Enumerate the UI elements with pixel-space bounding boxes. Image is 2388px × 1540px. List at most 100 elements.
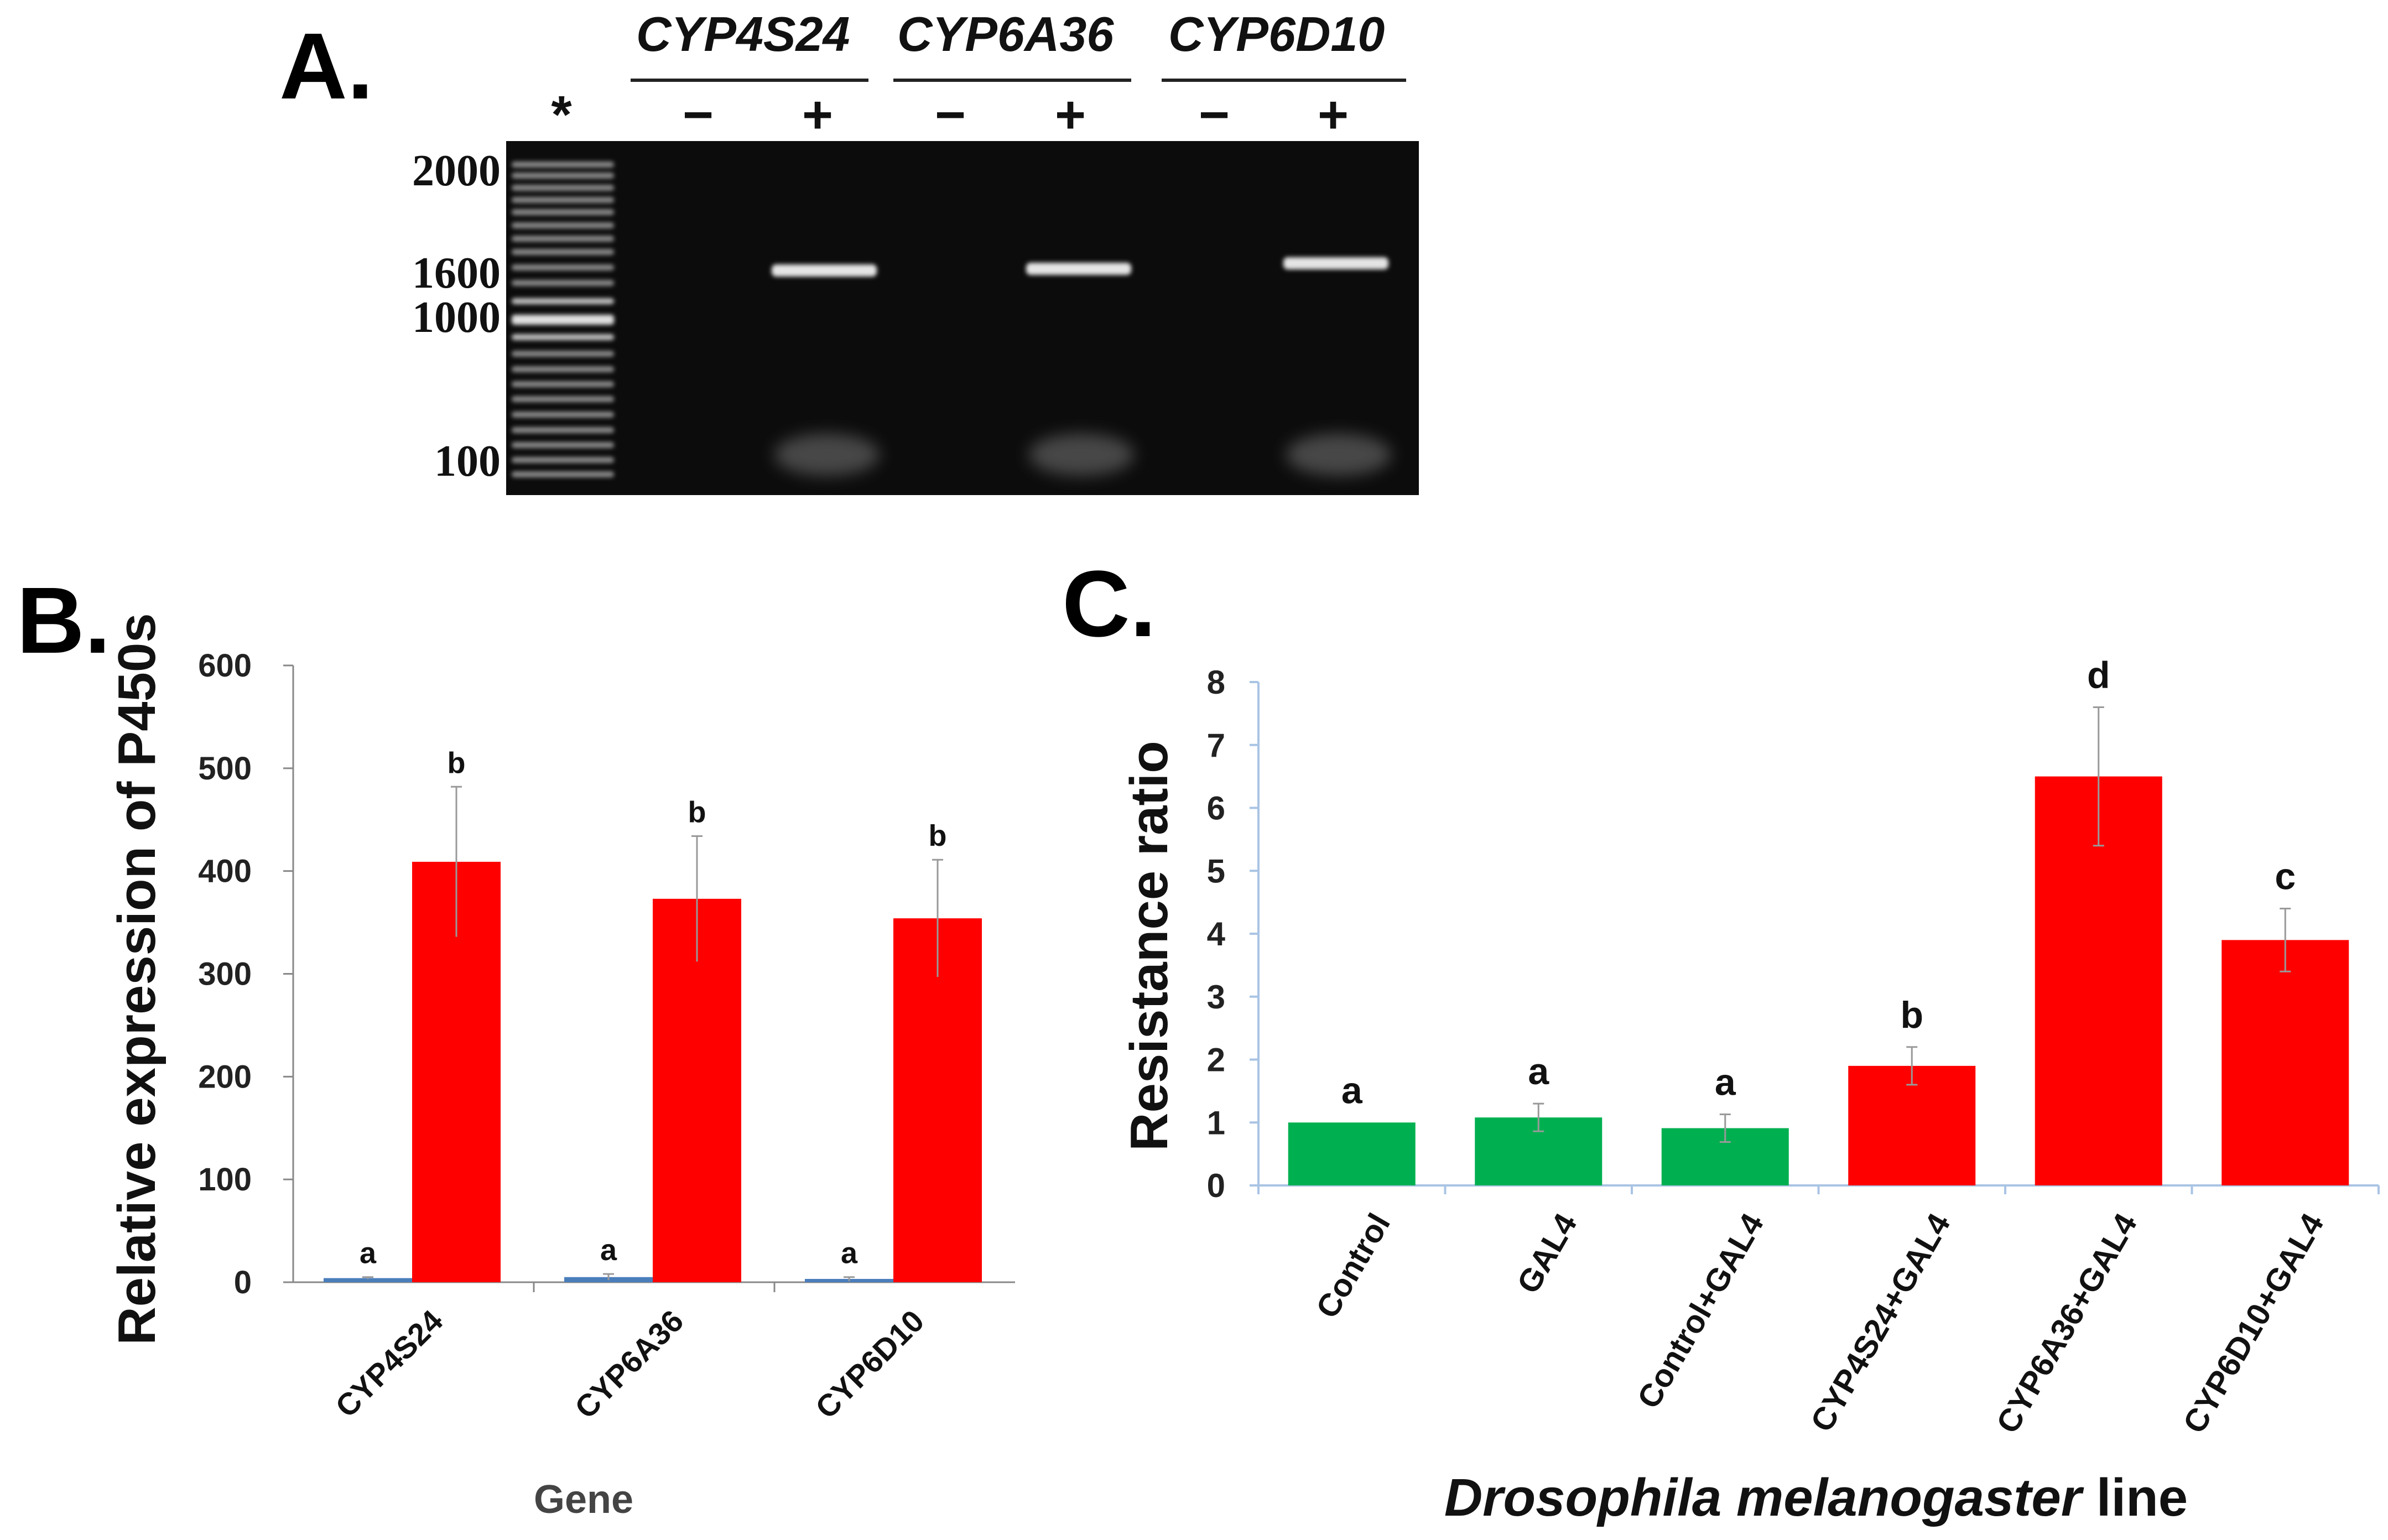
gel-gene-header-3: CYP6D10 [1168,7,1385,61]
gel-lane-sign-5: − [1199,85,1230,144]
gel-ladder-band [512,457,614,463]
chart-c-significance-letter: d [2087,654,2110,696]
chart-c-y-tick-label: 4 [1207,915,1226,953]
gel-primer-smear [774,434,880,476]
chart-c-x-axis-title-suffix: line [2082,1468,2188,1527]
gel-ladder-band [512,351,614,357]
chart-c-bar [1848,1065,1976,1185]
chart-b-significance-letter: b [448,746,466,779]
chart-c-category-label: CYP6A36+GAL4 [1989,1208,2144,1439]
chart-c-x-axis-title-species: Drosophila melanogaster [1444,1468,2084,1527]
chart-b-y-tick-label: 0 [234,1265,252,1300]
chart-b-y-axis-title: Relative expression of P450s [107,613,167,1345]
chart-b-y-tick-label: 300 [198,956,252,992]
chart-b-significance-letter: a [360,1237,377,1270]
chart-c-y-tick-label: 2 [1207,1042,1225,1079]
chart-b-y-tick-label: 400 [198,854,252,889]
gel-primer-smear [1286,434,1391,476]
chart-b-plot: 0 100 200 300 400 500 600 a b CYP4S24 a b CYP6A36 a b C… [198,648,1015,1425]
chart-c-y-tick-label: 0 [1207,1167,1225,1204]
gel-ladder-band [512,249,614,255]
panel-a-label: A. [279,14,373,119]
gel-ladder-lane [512,162,614,477]
gel-lane-sign-6: + [1318,85,1349,144]
gel-ladder-band [512,197,614,203]
chart-c-significance-letter: c [2275,856,2296,898]
gel-ladder-band [512,334,614,340]
gel-gene-header-1: CYP4S24 [636,7,850,61]
chart-b-bar [893,918,982,1282]
gel-ladder-band [512,280,614,286]
gel-product-band [1283,257,1388,269]
gel-ladder-band [512,264,614,270]
gel-lane-sign-2: + [802,85,833,144]
chart-c-plot: 0 1 2 3 4 5 6 7 8 a Control a GAL4 a Control+GAL4 b CYP4… [1207,654,2380,1439]
gel-image-background [506,141,1419,495]
gel-ladder-band [512,427,614,433]
panel-b-chart: B. Relative expression of P450s Gene 0 10… [17,568,1015,1522]
panel-b-label: B. [17,568,111,673]
chart-c-significance-letter: a [1341,1069,1363,1111]
gel-primer-smear [1029,434,1134,476]
gel-ladder-label-1000: 1000 [412,293,501,342]
gel-ladder-band [512,209,614,215]
chart-b-significance-letter: b [929,819,947,852]
chart-c-y-tick-label: 3 [1207,979,1225,1016]
gel-ladder-band [512,173,614,179]
chart-c-category-label: CYP6D10+GAL4 [2176,1208,2331,1439]
chart-c-y-tick-label: 5 [1207,852,1225,889]
gel-product-band [772,264,877,277]
gel-ladder-band [512,381,614,387]
chart-b-y-tick-label: 200 [198,1059,252,1095]
gel-ladder-band [512,471,614,477]
chart-c-category-label: GAL4 [1510,1208,1584,1299]
chart-b-category-label: CYP4S24 [329,1303,449,1424]
gel-ladder-band [512,396,614,402]
gel-lane-sign-3: − [935,85,966,144]
chart-c-significance-letter: b [1900,994,1923,1036]
chart-c-significance-letter: a [1715,1061,1736,1103]
chart-c-x-axis-title: Drosophila melanogaster line [1444,1468,2188,1527]
chart-c-category-label: Control+GAL4 [1630,1208,1771,1414]
gel-ladder-label-1600: 1600 [412,249,501,298]
gel-ladder-label-2000: 2000 [412,147,501,195]
gel-ladder-band [512,442,614,448]
gel-ladder-band [512,236,614,242]
gel-ladder-band [512,162,614,168]
gel-ladder-band [512,412,614,418]
gel-lane-sign-1: − [683,85,714,144]
gel-sample-bands [772,257,1391,476]
panel-c-label: C. [1062,552,1156,657]
chart-b-y-tick-label: 500 [198,751,252,787]
chart-b-significance-letter: a [600,1234,617,1267]
gel-ladder-label-100: 100 [434,437,501,486]
chart-c-bar [1288,1122,1416,1185]
chart-b-category-label: CYP6D10 [809,1303,931,1425]
gel-gene-header-2: CYP6A36 [897,7,1114,61]
gel-ladder-band [512,298,614,304]
chart-c-y-tick-label: 6 [1207,790,1225,827]
gel-marker-asterisk: * [551,85,572,144]
gel-lane-sign-4: + [1055,85,1086,144]
gel-product-band [1026,263,1131,275]
chart-c-category-label: CYP4S24+GAL4 [1804,1208,1958,1438]
chart-b-bar [324,1278,412,1282]
gel-ladder-band [512,366,614,372]
chart-c-significance-letter: a [1528,1050,1549,1092]
chart-c-y-tick-label: 7 [1207,727,1225,764]
chart-b-y-tick-label: 600 [198,648,252,684]
chart-b-significance-letter: a [841,1237,858,1270]
panel-c-chart: C. Resistance ratio Drosophila melanogas… [1062,552,2380,1527]
chart-c-y-tick-label: 8 [1207,664,1225,701]
chart-b-category-label: CYP6A36 [568,1303,690,1425]
chart-b-x-axis-title: Gene [534,1477,633,1522]
gel-ladder-band [512,185,614,191]
chart-c-y-tick-label: 1 [1207,1104,1225,1141]
panel-a-gel: A. CYP4S24 CYP6A36 CYP6D10 * − + − + − +… [279,7,1419,495]
gel-ladder-band [512,222,614,228]
chart-c-y-axis-title: Resistance ratio [1120,741,1179,1151]
chart-b-y-tick-label: 100 [198,1162,252,1198]
chart-c-category-label: Control [1309,1208,1397,1324]
chart-b-significance-letter: b [688,795,706,829]
